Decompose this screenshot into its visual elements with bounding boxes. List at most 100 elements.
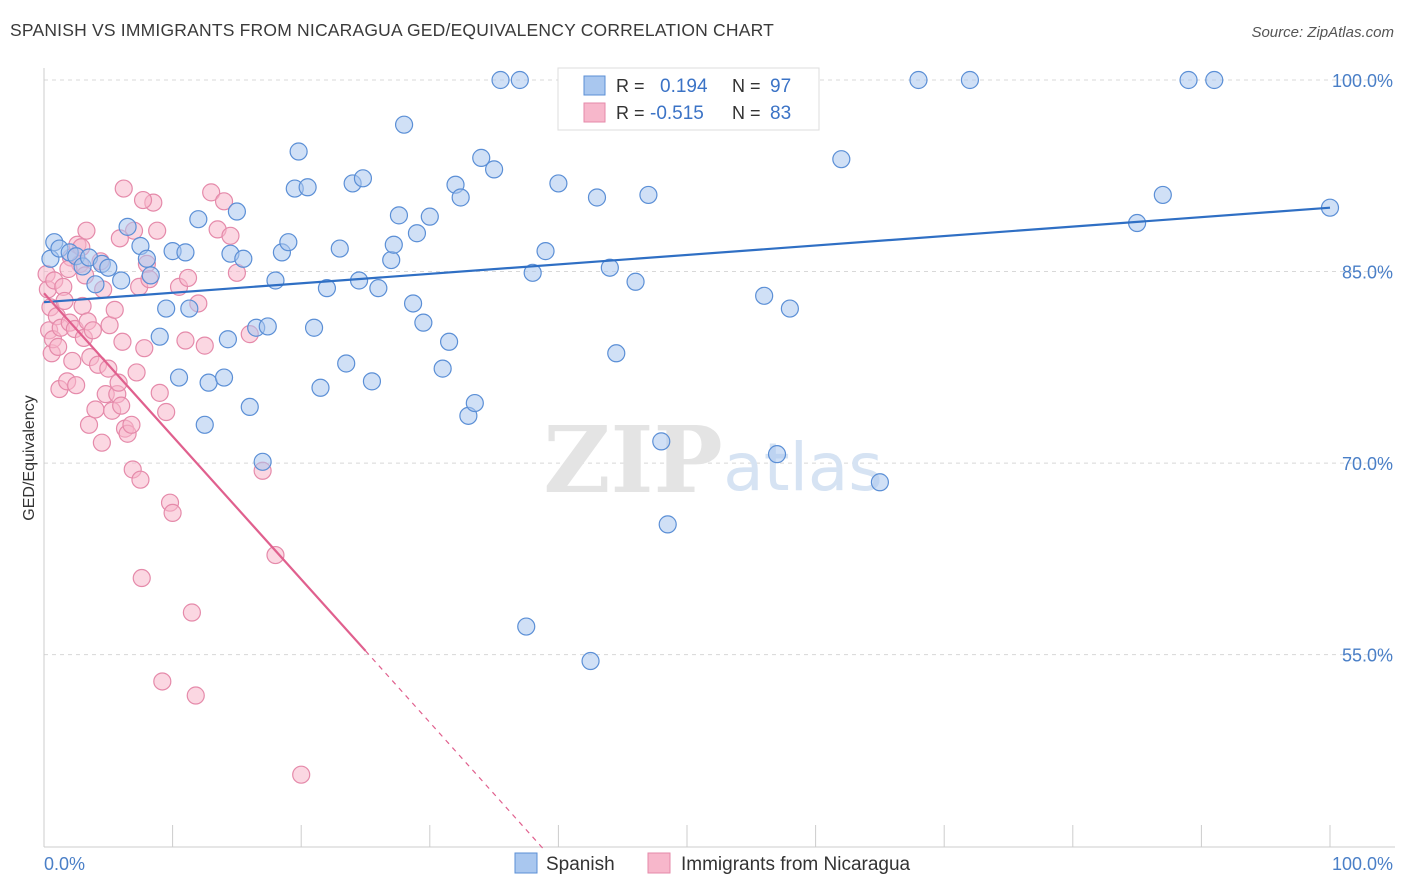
series-legend: Spanish Immigrants from Nicaragua (514, 852, 911, 875)
spanish-point-97 (1205, 70, 1224, 90)
nicaragua-point-39 (109, 373, 128, 392)
y-tick-label-0: 55.0% (1342, 646, 1393, 666)
spanish-point-16 (157, 299, 176, 318)
spanish-point-80 (652, 432, 671, 451)
spanish-point-43 (337, 354, 356, 373)
tick-labels: 55.0% 70.0% 85.0% 100.0% 0.0% 100.0% (44, 71, 1393, 874)
nicaragua-point-44 (122, 415, 141, 434)
spanish-point-18 (169, 368, 189, 387)
nicaragua-point-76 (292, 765, 311, 784)
x-tick-label-1: 100.0% (1332, 854, 1393, 874)
grid-lines (44, 79, 1395, 656)
spanish-point-58 (439, 332, 459, 351)
spanish-point-22 (195, 415, 214, 434)
bottom-legend-spanish: Spanish (546, 854, 615, 875)
spanish-point-91 (870, 473, 890, 492)
watermark-atlas: atlas (723, 429, 883, 506)
spanish-point-25 (218, 330, 237, 349)
nicaragua-point-68 (202, 183, 221, 202)
nicaragua-point-58 (157, 402, 176, 422)
nicaragua-point-34 (99, 359, 118, 378)
spanish-point-65 (491, 70, 510, 90)
spanish-point-19 (176, 243, 195, 262)
watermark: ZIP atlas (543, 406, 882, 514)
legend-r-value-1: 0.194 (660, 76, 708, 97)
nicaragua-point-64 (182, 603, 201, 622)
spanish-point-41 (317, 279, 337, 298)
spanish-point-9 (99, 258, 118, 277)
spanish-point-96 (1179, 70, 1198, 90)
spanish-point-78 (626, 272, 645, 291)
nicaragua-point-65 (186, 686, 205, 705)
spanish-point-66 (510, 70, 529, 90)
spanish-point-64 (485, 160, 504, 179)
spanish-point-49 (382, 250, 401, 270)
spanish-point-55 (414, 313, 433, 332)
legend-n-value-1: 97 (770, 76, 791, 97)
nicaragua-point-16 (63, 351, 82, 371)
nicaragua-point-75 (266, 545, 285, 565)
spanish-point-90 (832, 150, 851, 169)
nicaragua-point-40 (112, 396, 131, 415)
spanish-point-87 (755, 286, 774, 305)
spanish-point-21 (189, 210, 208, 229)
spanish-point-70 (549, 174, 568, 193)
nicaragua-point-62 (176, 331, 195, 350)
spanish-point-29 (240, 397, 259, 417)
spanish-point-31 (253, 452, 272, 471)
nicaragua-point-57 (153, 672, 172, 691)
nicaragua-point-25 (79, 415, 99, 434)
spanish-point-67 (517, 617, 536, 636)
x-tick-label-0: 0.0% (44, 854, 85, 874)
spanish-point-68 (523, 263, 542, 282)
nicaragua-point-28 (86, 400, 105, 419)
legend-swatch-nicaragua (583, 102, 606, 123)
nicaragua-point-37 (105, 300, 124, 319)
spanish-point-48 (369, 279, 388, 298)
spanish-point-39 (304, 318, 324, 337)
source-label: Source: ZipAtlas.com (1251, 24, 1394, 41)
legend-n-label-2: N = (732, 103, 761, 123)
nicaragua-point-78 (133, 190, 153, 210)
spanish-point-32 (258, 317, 277, 336)
spanish-point-46 (353, 169, 373, 188)
spanish-point-23 (199, 373, 218, 392)
nicaragua-point-41 (113, 332, 132, 351)
legend-n-label-1: N = (732, 76, 761, 96)
spanish-point-13 (137, 249, 156, 268)
nicaragua-point-70 (214, 192, 234, 211)
spanish-point-57 (433, 359, 452, 378)
y-axis-label: GED/Equivalency (21, 395, 38, 520)
spanish-point-47 (362, 372, 382, 391)
spanish-point-56 (420, 207, 439, 226)
bottom-legend-swatch-nicaragua (647, 852, 671, 874)
nicaragua-point-18 (67, 376, 86, 395)
nicaragua-point-71 (221, 226, 240, 245)
spanish-point-62 (465, 393, 484, 413)
legend-r-label-1: R = (616, 76, 645, 96)
nicaragua-point-50 (132, 568, 151, 588)
spanish-point-42 (330, 239, 349, 258)
spanish-point-35 (279, 233, 298, 252)
nicaragua-point-49 (131, 470, 150, 489)
bottom-legend-swatch-spanish (514, 852, 538, 874)
spanish-point-10 (112, 271, 131, 290)
spanish-point-51 (389, 206, 409, 225)
spanish-point-79 (639, 185, 658, 205)
nicaragua-point-80 (77, 221, 96, 240)
nicaragua-point-31 (92, 433, 111, 452)
trend-lines (43, 206, 1331, 852)
nicaragua-point-27 (83, 321, 102, 340)
spanish-point-95 (1153, 185, 1172, 205)
nicaragua-point-60 (163, 503, 182, 523)
spanish-point-60 (451, 188, 470, 207)
spanish-point-92 (909, 70, 928, 90)
spanish-trend-line (43, 206, 1331, 304)
nicaragua-point-47 (127, 363, 146, 382)
spanish-point-15 (150, 327, 169, 346)
axes (43, 68, 1395, 848)
spanish-point-27 (227, 202, 246, 221)
spanish-point-53 (403, 294, 423, 313)
spanish-point-69 (536, 242, 555, 261)
